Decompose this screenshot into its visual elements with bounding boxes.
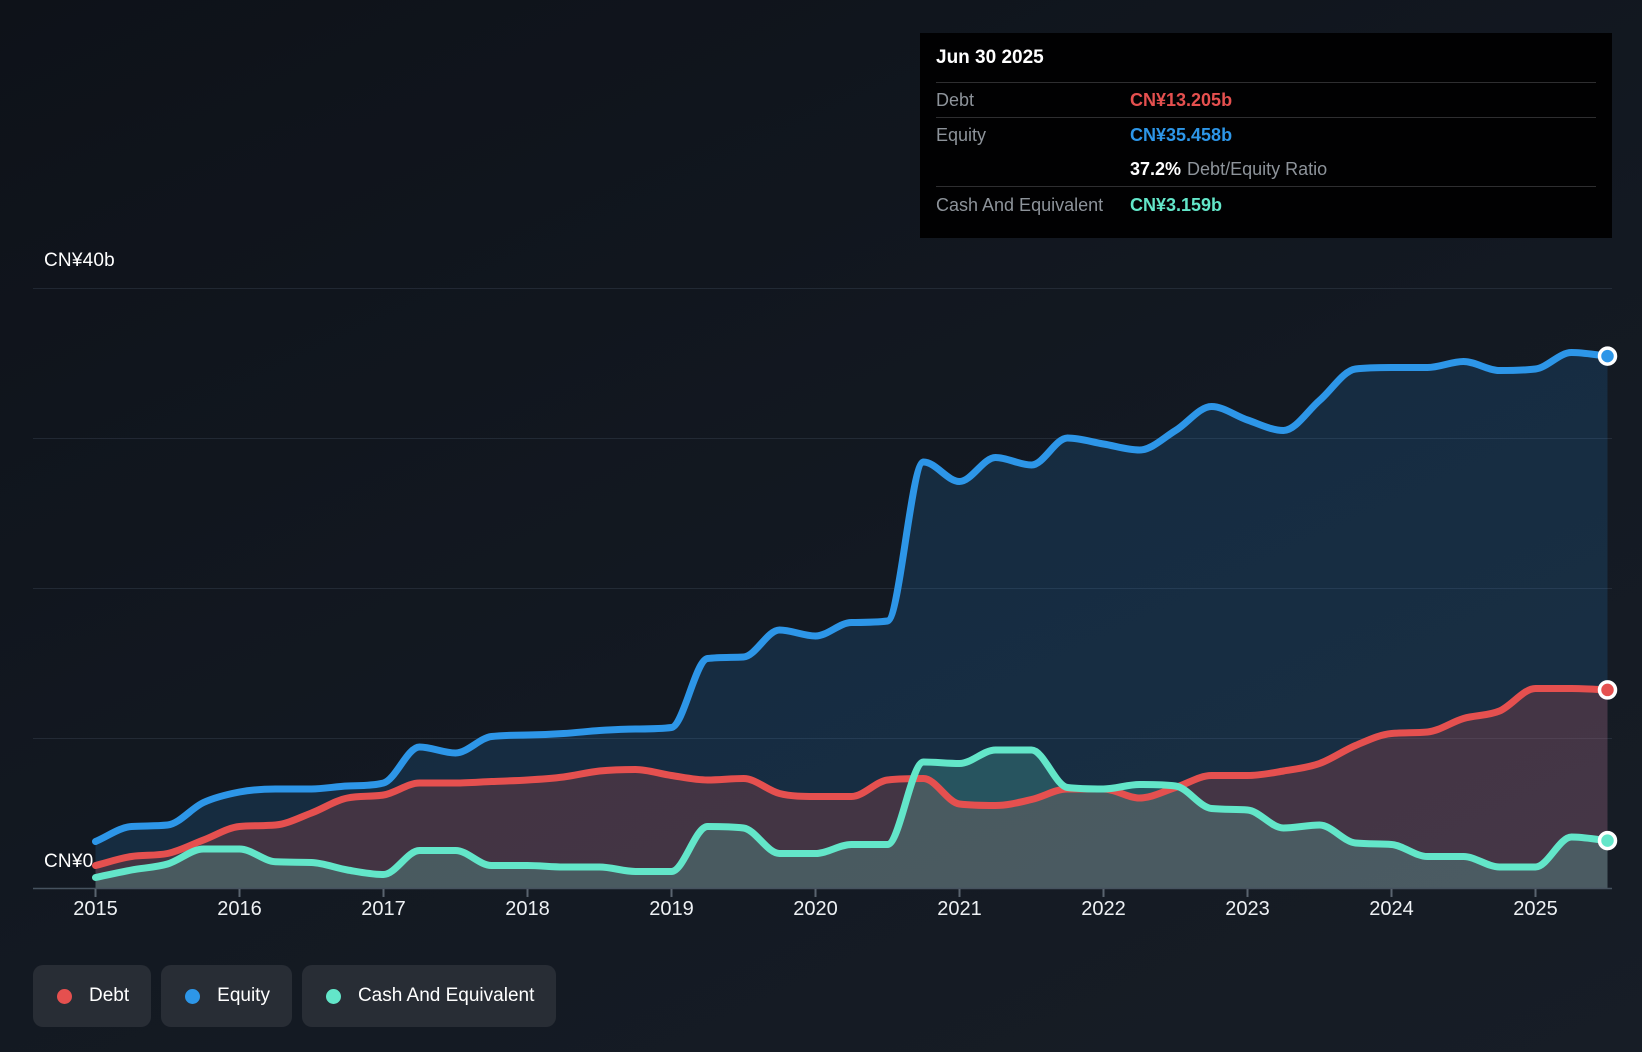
debt-legend-dot-icon <box>57 988 72 1004</box>
tooltip-cash-value: CN¥3.159b <box>1130 195 1223 215</box>
tooltip-ratio-value: 37.2% <box>1130 158 1182 179</box>
legend-label-cash: Cash And Equivalent <box>357 985 535 1006</box>
legend-item-equity[interactable]: Equity <box>161 965 292 1027</box>
x-axis-label-2017: 2017 <box>361 898 406 920</box>
x-axis-label-2025: 2025 <box>1513 898 1558 920</box>
x-axis-label-2021: 2021 <box>937 898 982 920</box>
tooltip-row-debt: Debt CN¥13.205b <box>936 83 1596 118</box>
tooltip-ratio: 37.2% Debt/Equity Ratio <box>1130 159 1327 180</box>
x-axis-label-2022: 2022 <box>1081 898 1126 920</box>
chart-tooltip: Jun 30 2025 Debt CN¥13.205b Equity CN¥35… <box>920 33 1612 238</box>
tooltip-debt-value: CN¥13.205b <box>1130 89 1233 110</box>
tooltip-cash-label: Cash And Equivalent <box>936 195 1104 215</box>
y-axis-label-zero: CN¥0 <box>44 851 94 872</box>
x-axis-label-2023: 2023 <box>1225 898 1270 920</box>
equity-end-marker <box>1597 346 1618 366</box>
tooltip-row-equity: Equity CN¥35.458b <box>936 118 1596 152</box>
tooltip-row-cash: Cash And Equivalent CN¥3.159b <box>936 187 1596 224</box>
tooltip-ratio-label: Debt/Equity Ratio <box>1187 158 1328 179</box>
cash-area <box>95 750 1608 888</box>
equity-line <box>92 349 1611 845</box>
x-axis-label-2024: 2024 <box>1369 898 1414 920</box>
cash-line <box>92 746 1611 881</box>
debt-end-marker <box>1597 680 1618 700</box>
cash-end-marker <box>1597 830 1618 851</box>
equity-area <box>95 352 1608 888</box>
legend-label-equity: Equity <box>217 985 270 1006</box>
tooltip-equity-label: Equity <box>936 124 987 145</box>
chart-legend: Debt Equity Cash And Equivalent <box>33 965 566 1027</box>
debt-area <box>95 688 1608 888</box>
x-axis-label-2016: 2016 <box>217 898 262 920</box>
x-axis-label-2020: 2020 <box>793 898 838 920</box>
legend-item-debt[interactable]: Debt <box>33 965 152 1027</box>
x-axis-label-2015: 2015 <box>73 898 118 920</box>
legend-label-debt: Debt <box>89 985 130 1006</box>
cash-legend-dot-icon <box>325 988 341 1004</box>
tooltip-date: Jun 30 2025 <box>936 33 1596 83</box>
debt-line <box>92 685 1611 869</box>
y-axis-label-top: CN¥40b <box>44 250 115 271</box>
tooltip-row-ratio: 37.2% Debt/Equity Ratio <box>936 152 1596 187</box>
equity-legend-dot-icon <box>185 988 201 1004</box>
tooltip-debt-label: Debt <box>936 89 975 110</box>
tooltip-equity-value: CN¥35.458b <box>1130 124 1233 145</box>
legend-item-cash[interactable]: Cash And Equivalent <box>301 965 557 1027</box>
x-axis-label-2018: 2018 <box>505 898 550 920</box>
x-axis-label-2019: 2019 <box>649 898 694 920</box>
